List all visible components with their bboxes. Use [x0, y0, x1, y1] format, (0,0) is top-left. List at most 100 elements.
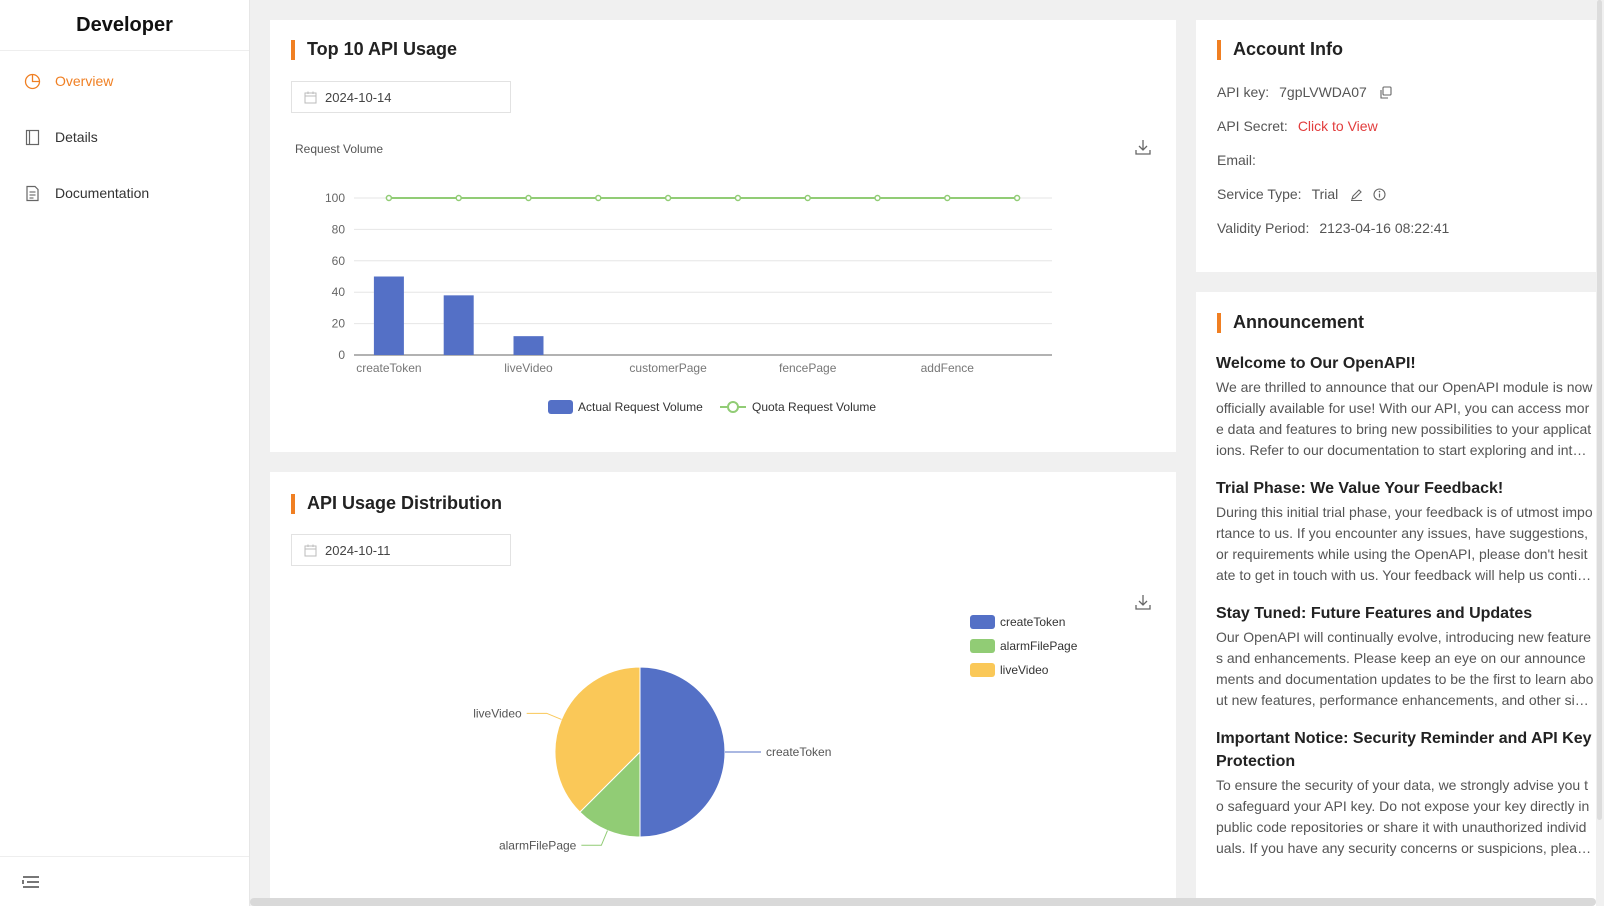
sidebar-item-label: Documentation — [55, 185, 150, 201]
announcement-item: Important Notice: Security Reminder and … — [1216, 727, 1594, 859]
legend-swatch — [970, 615, 995, 629]
pie-chart: createToken alarmFilePage liveVideo createT… — [473, 615, 1078, 852]
line-point — [1013, 194, 1021, 202]
calendar-icon — [304, 544, 317, 556]
pie-slice-label: createToken — [766, 745, 831, 759]
legend-label: liveVideo — [1000, 663, 1049, 677]
info-icon[interactable] — [1373, 187, 1386, 201]
line-point — [385, 194, 393, 202]
calendar-icon — [304, 91, 317, 103]
copy-icon[interactable] — [1379, 85, 1392, 99]
line-point — [455, 194, 462, 202]
y-tick-label: 60 — [332, 254, 346, 268]
y-tick-label: 40 — [332, 285, 346, 299]
date-value: 2024-10-11 — [325, 542, 391, 558]
pie-slice-label: alarmFilePage — [499, 838, 577, 852]
line-point — [595, 194, 602, 202]
x-tick-label: addFence — [921, 361, 975, 375]
service-type-value: Trial — [1311, 186, 1339, 202]
top-api-usage-card: Top 10 API Usage 2024-10-14 Request Volu… — [270, 20, 1176, 452]
y-axis-label: Request Volume — [295, 142, 383, 156]
pie-slice-label: liveVideo — [473, 706, 522, 720]
legend-label: alarmFilePage — [1000, 639, 1078, 653]
announcement-item-title: Welcome to Our OpenAPI! — [1216, 355, 1416, 372]
announcement-item-text: During this initial trial phase, your fe… — [1216, 504, 1593, 583]
announcement-item-title: Important Notice: Security Reminder and … — [1216, 730, 1592, 770]
collapse-sidebar-button[interactable] — [0, 856, 249, 906]
validity-period-value: 2123-04-16 08:22:41 — [1319, 220, 1450, 236]
announcement-item: Stay Tuned: Future Features and Updates … — [1216, 602, 1594, 711]
download-icon[interactable] — [1134, 138, 1152, 156]
pie-slice — [554, 666, 641, 813]
download-icon[interactable] — [1134, 593, 1152, 611]
x-tick-label: customerPage — [629, 361, 707, 375]
api-key-value: 7gpLVWDA07 — [1279, 84, 1367, 100]
click-to-view-link[interactable]: Click to View — [1297, 118, 1378, 134]
api-usage-distribution-card: API Usage Distribution 2024-10-11 create… — [270, 472, 1176, 906]
y-tick-label: 0 — [338, 348, 345, 362]
line-point — [664, 194, 672, 202]
x-tick-label: createToken — [356, 361, 421, 375]
email-label: Email: — [1217, 152, 1256, 168]
api-key-row: API key: 7gpLVWDA07 — [1217, 84, 1392, 100]
pie-slice — [639, 666, 726, 838]
line-point — [525, 194, 532, 202]
pie-slice — [579, 750, 641, 838]
distribution-date-picker[interactable]: 2024-10-11 — [291, 534, 511, 566]
api-key-label: API key: — [1217, 84, 1270, 100]
bar — [443, 295, 474, 355]
pie-label-line — [581, 830, 608, 846]
legend-swatch-marker — [727, 401, 739, 413]
sidebar-item-documentation[interactable]: Documentation — [0, 165, 249, 221]
api-secret-row: API Secret: Click to View — [1217, 118, 1378, 134]
announcement-list: Welcome to Our OpenAPI! We are thrilled … — [1216, 352, 1594, 875]
book-icon — [25, 129, 40, 145]
validity-period-label: Validity Period: — [1217, 220, 1310, 236]
horizontal-scrollbar[interactable] — [250, 898, 1596, 906]
service-type-label: Service Type: — [1217, 186, 1302, 202]
legend-swatch — [970, 639, 995, 653]
vertical-scrollbar[interactable] — [1597, 0, 1602, 820]
announcement-card: Announcement Welcome to Our OpenAPI! We … — [1196, 292, 1596, 906]
line-point — [874, 194, 881, 202]
edit-icon[interactable] — [1350, 188, 1363, 201]
distribution-title: API Usage Distribution — [291, 493, 502, 514]
bar — [373, 276, 404, 355]
x-tick-label: fencePage — [779, 361, 837, 375]
date-value: 2024-10-14 — [325, 89, 392, 105]
validity-period-row: Validity Period: 2123-04-16 08:22:41 — [1217, 220, 1449, 236]
announcement-item-text: We are thrilled to announce that our Ope… — [1216, 379, 1593, 458]
legend-label: createToken — [1000, 615, 1065, 629]
y-tick-label: 20 — [332, 317, 346, 331]
brand-title: Developer — [0, 0, 249, 51]
sidebar-item-details[interactable]: Details — [0, 109, 249, 165]
announcement-title: Announcement — [1217, 312, 1364, 333]
legend-swatch — [548, 400, 573, 414]
top-api-usage-title: Top 10 API Usage — [291, 39, 457, 60]
y-tick-label: 100 — [325, 191, 345, 205]
announcement-item-title: Trial Phase: We Value Your Feedback! — [1216, 480, 1504, 497]
line-point — [804, 194, 811, 202]
account-info-title: Account Info — [1217, 39, 1343, 60]
sidebar-item-label: Overview — [55, 73, 114, 89]
announcement-item: Welcome to Our OpenAPI! We are thrilled … — [1216, 352, 1594, 461]
pie-chart-icon — [24, 73, 41, 89]
sidebar-item-overview[interactable]: Overview — [0, 53, 249, 109]
line-point — [944, 194, 951, 202]
document-icon — [26, 185, 39, 201]
announcement-item-text: To ensure the security of your data, we … — [1216, 777, 1592, 856]
service-type-row: Service Type: Trial — [1217, 186, 1386, 202]
top-api-date-picker[interactable]: 2024-10-14 — [291, 81, 511, 113]
account-info-card: Account Info API key: 7gpLVWDA07 API Sec… — [1196, 20, 1596, 272]
legend-swatch — [970, 663, 995, 677]
announcement-item: Trial Phase: We Value Your Feedback! Dur… — [1216, 477, 1594, 586]
email-row: Email: — [1217, 152, 1266, 168]
menu-collapse-icon — [22, 875, 39, 888]
announcement-item-title: Stay Tuned: Future Features and Updates — [1216, 605, 1533, 622]
sidebar: Developer Overview Details Documentation — [0, 0, 250, 906]
line-point — [734, 194, 742, 202]
y-tick-label: 80 — [332, 222, 346, 236]
announcement-item-text: Our OpenAPI will continually evolve, int… — [1216, 629, 1594, 708]
api-secret-label: API Secret: — [1217, 118, 1288, 134]
legend-label: Actual Request Volume — [578, 400, 703, 414]
